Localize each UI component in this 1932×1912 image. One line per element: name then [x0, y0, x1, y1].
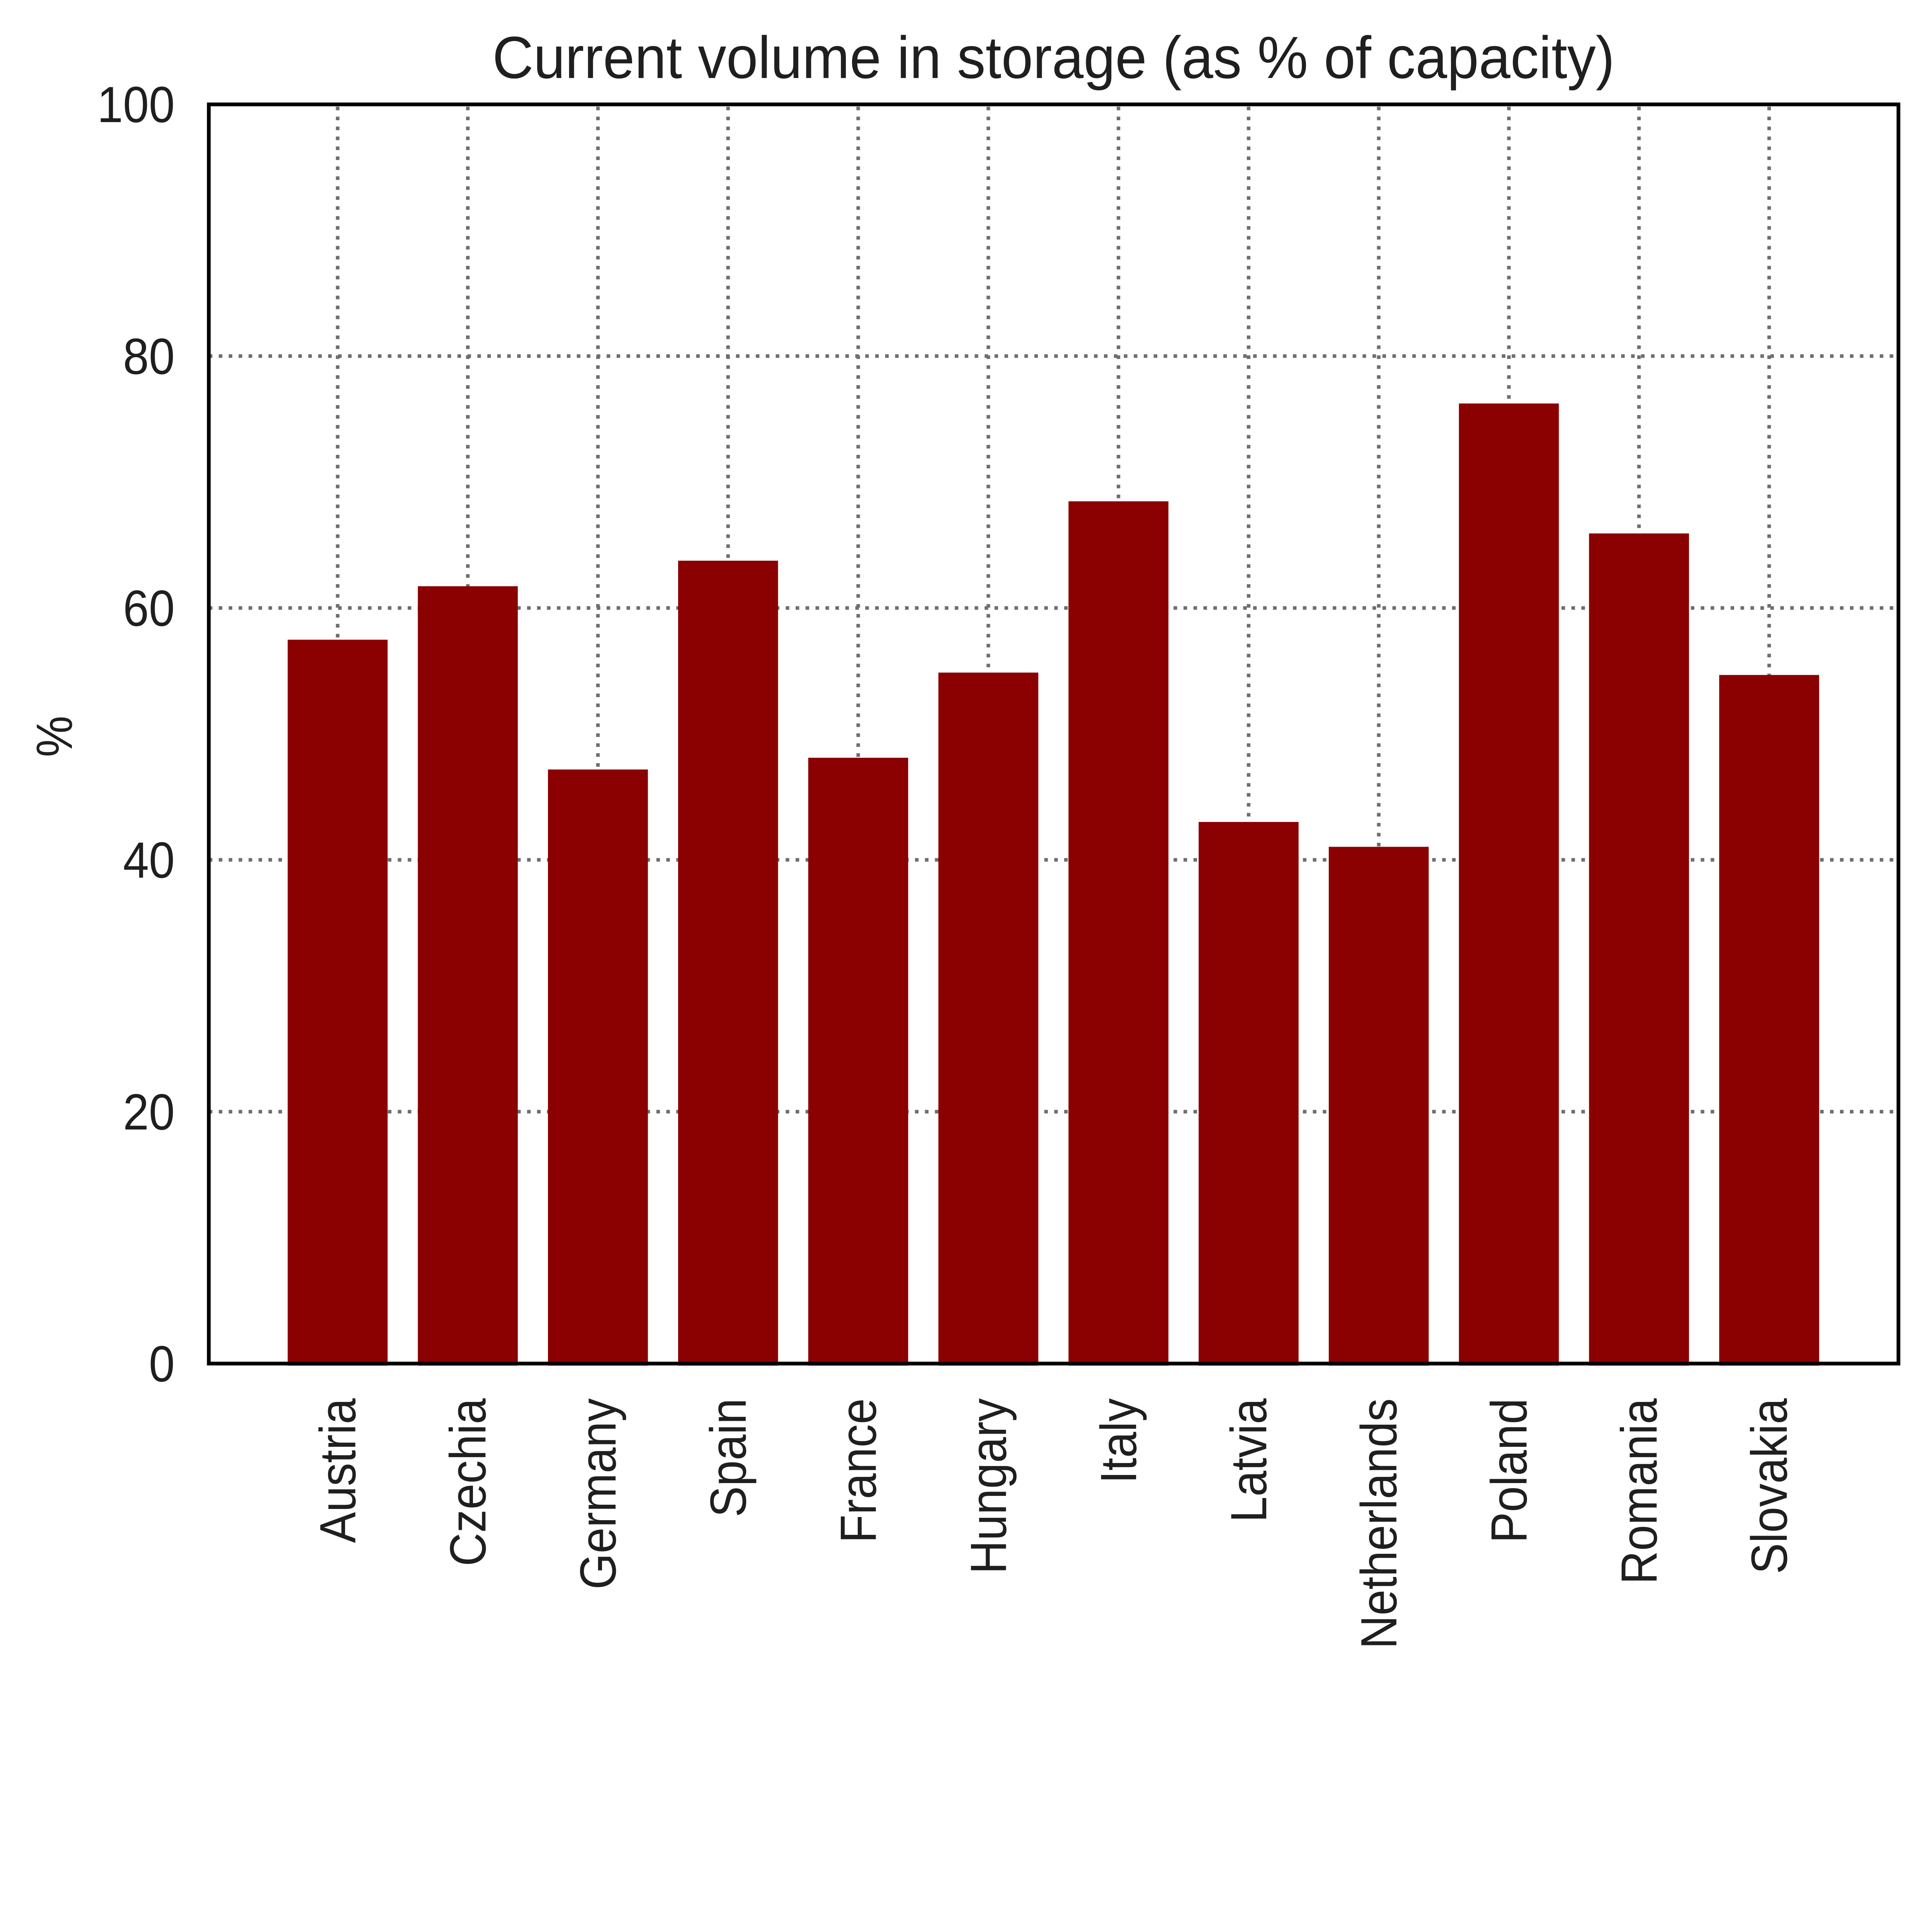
svg-text:Latvia: Latvia: [1220, 1398, 1277, 1522]
svg-text:60: 60: [123, 580, 175, 636]
svg-text:Hungary: Hungary: [960, 1398, 1017, 1574]
svg-text:Italy: Italy: [1090, 1398, 1147, 1484]
svg-text:100: 100: [97, 76, 175, 133]
svg-text:Germany: Germany: [570, 1398, 626, 1590]
svg-text:Poland: Poland: [1481, 1398, 1537, 1543]
svg-text:France: France: [830, 1398, 887, 1543]
svg-text:Romania: Romania: [1611, 1398, 1667, 1584]
svg-text:Current volume in storage (as: Current volume in storage (as % of capac…: [492, 24, 1614, 91]
svg-text:40: 40: [123, 832, 175, 888]
svg-text:0: 0: [149, 1335, 175, 1392]
svg-text:%: %: [26, 716, 83, 757]
svg-text:Slovakia: Slovakia: [1741, 1398, 1798, 1574]
svg-text:Spain: Spain: [700, 1398, 757, 1517]
svg-text:Netherlands: Netherlands: [1350, 1398, 1407, 1649]
svg-text:80: 80: [123, 328, 175, 385]
svg-text:Czechia: Czechia: [439, 1398, 496, 1566]
svg-text:Austria: Austria: [309, 1398, 366, 1543]
svg-text:20: 20: [123, 1084, 175, 1140]
